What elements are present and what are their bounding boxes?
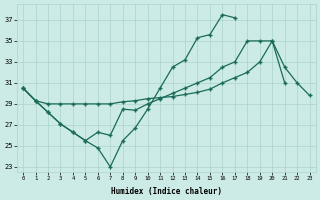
X-axis label: Humidex (Indice chaleur): Humidex (Indice chaleur) bbox=[111, 187, 222, 196]
